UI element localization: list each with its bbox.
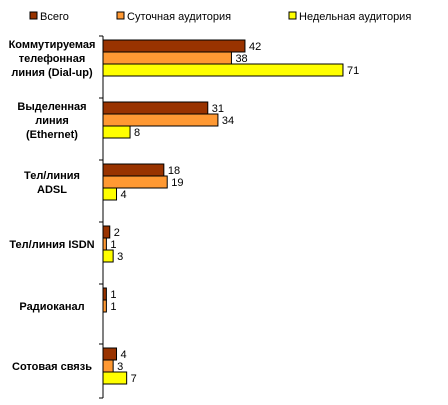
bar-4-1 xyxy=(102,225,111,239)
bar-3-2 xyxy=(102,175,168,189)
category-label-line: (Ethernet) xyxy=(26,129,78,141)
bars xyxy=(102,39,344,385)
bar-6-3 xyxy=(102,371,128,385)
value-label-5-2: 1 xyxy=(110,301,116,313)
category-label-5: Радиоканал xyxy=(19,301,84,313)
legend-swatch-1 xyxy=(29,11,38,20)
legend-label-1: Всего xyxy=(40,11,69,23)
category-axis xyxy=(99,35,104,399)
bar-4-2 xyxy=(102,237,107,251)
legend-label-2: Суточная аудитория xyxy=(127,11,231,23)
category-label-line: Радиоканал xyxy=(19,301,84,313)
category-label-line: линия (Dial-up) xyxy=(11,67,93,79)
category-label-3: Тел/линия ADSL xyxy=(24,170,80,196)
value-label-4-2: 1 xyxy=(110,239,116,251)
bar-3-3 xyxy=(102,187,118,201)
legend-swatch-3 xyxy=(288,11,297,20)
bar-5-1 xyxy=(102,287,107,301)
bar-6-1 xyxy=(102,347,118,361)
category-label-line: Тел/линия ISDN xyxy=(9,239,94,251)
bar-1-1 xyxy=(102,39,246,53)
value-label-2-3: 8 xyxy=(134,127,140,139)
value-label-3-3: 4 xyxy=(121,189,127,201)
value-label-4-1: 2 xyxy=(114,227,120,239)
value-label-6-3: 7 xyxy=(131,373,137,385)
category-label-4: Тел/линия ISDN xyxy=(9,239,94,251)
legend: Всего Суточная аудитория Недельная аудитор… xyxy=(29,11,411,23)
bar-2-1 xyxy=(102,101,209,115)
category-label-line: ADSL xyxy=(37,184,67,196)
bar-5-2 xyxy=(102,299,107,313)
category-label-line: линия xyxy=(35,115,69,127)
bar-4-3 xyxy=(102,249,114,263)
category-label-line: Выделенная xyxy=(17,101,86,113)
category-label-6: Сотовая связь xyxy=(12,361,92,373)
category-labels: Коммутируемая телефонная линия (Dial-up) Вы… xyxy=(9,39,96,373)
value-label-4-3: 3 xyxy=(117,251,123,263)
category-label-line: Коммутируемая xyxy=(9,39,96,51)
bar-2-3 xyxy=(102,125,131,139)
category-label-1: Коммутируемая телефонная линия (Dial-up) xyxy=(9,39,96,79)
bar-3-1 xyxy=(102,163,165,177)
value-label-5-1: 1 xyxy=(110,289,116,301)
value-label-3-1: 18 xyxy=(168,165,180,177)
value-label-2-1: 31 xyxy=(212,103,224,115)
bar-6-2 xyxy=(102,359,114,373)
value-label-2-2: 34 xyxy=(222,115,234,127)
value-label-6-2: 3 xyxy=(117,361,123,373)
legend-swatch-2 xyxy=(116,11,125,20)
bar-2-2 xyxy=(102,113,219,127)
value-label-1-1: 42 xyxy=(249,41,261,53)
legend-label-3: Недельная аудитория xyxy=(299,11,411,23)
category-label-line: Тел/линия xyxy=(24,170,80,182)
bar-1-3 xyxy=(102,63,344,77)
category-label-line: Сотовая связь xyxy=(12,361,92,373)
value-label-1-2: 38 xyxy=(235,53,247,65)
value-label-6-1: 4 xyxy=(121,349,127,361)
value-label-3-2: 19 xyxy=(171,177,183,189)
category-label-2: Выделенная линия (Ethernet) xyxy=(17,101,86,141)
bar-1-2 xyxy=(102,51,232,65)
category-label-line: телефонная xyxy=(19,53,86,65)
value-label-1-3: 71 xyxy=(347,65,359,77)
